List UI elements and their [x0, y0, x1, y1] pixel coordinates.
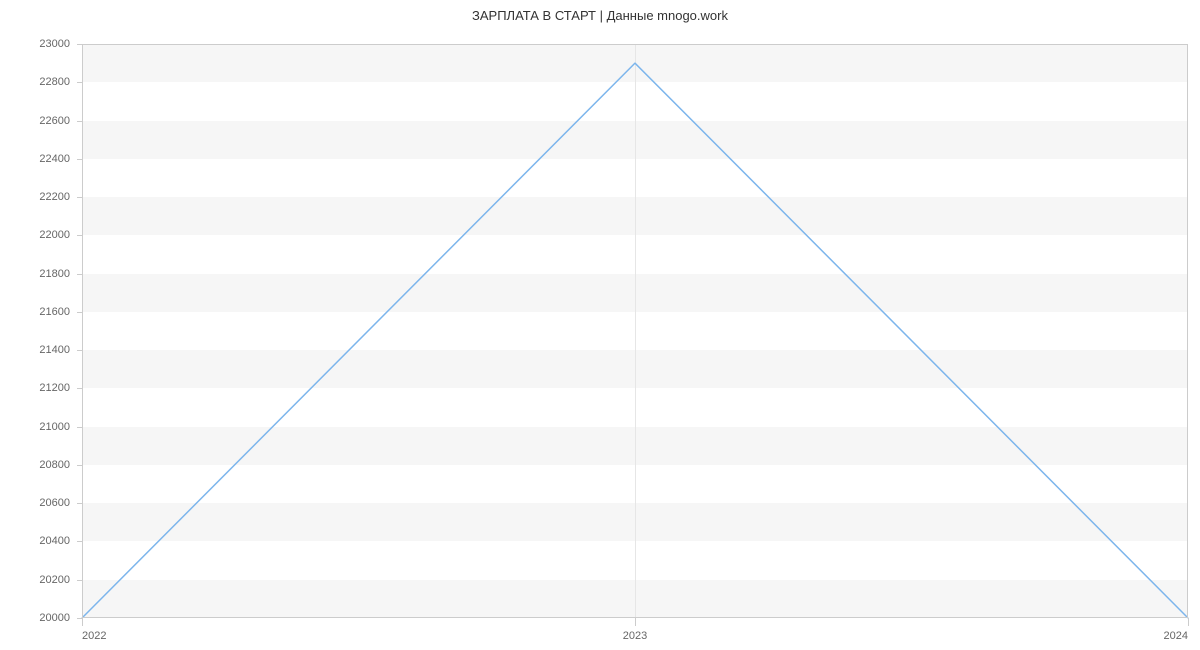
- y-axis-tick-label: 22000: [39, 229, 70, 241]
- line-series: [82, 44, 1188, 618]
- y-axis-tick-label: 22200: [39, 191, 70, 203]
- x-axis-tick-label: 2022: [82, 630, 106, 642]
- chart-title: ЗАРПЛАТА В СТАРТ | Данные mnogo.work: [0, 8, 1200, 23]
- y-axis-tick-label: 22600: [39, 115, 70, 127]
- y-axis-tick-label: 20200: [39, 574, 70, 586]
- x-axis-tick-mark: [635, 618, 636, 626]
- y-axis-tick-label: 20400: [39, 535, 70, 547]
- y-axis-tick-mark: [77, 159, 82, 160]
- y-axis-tick-mark: [77, 580, 82, 581]
- x-axis-tick-mark: [1188, 618, 1189, 626]
- y-axis-tick-mark: [77, 465, 82, 466]
- y-axis-tick-label: 20000: [39, 612, 70, 624]
- y-axis-tick-mark: [77, 274, 82, 275]
- x-axis-tick-label: 2024: [1164, 630, 1188, 642]
- y-axis-tick-mark: [77, 197, 82, 198]
- y-axis-tick-label: 21000: [39, 421, 70, 433]
- y-axis-tick-label: 23000: [39, 38, 70, 50]
- y-axis-tick-label: 21400: [39, 344, 70, 356]
- salary-line-chart: ЗАРПЛАТА В СТАРТ | Данные mnogo.work 200…: [0, 0, 1200, 650]
- y-axis-tick-label: 22800: [39, 76, 70, 88]
- y-axis-tick-label: 22400: [39, 153, 70, 165]
- y-axis-tick-mark: [77, 235, 82, 236]
- y-axis-tick-mark: [77, 503, 82, 504]
- y-axis-tick-mark: [77, 44, 82, 45]
- y-axis-tick-label: 21800: [39, 268, 70, 280]
- x-axis-tick-mark: [82, 618, 83, 626]
- y-axis-tick-mark: [77, 312, 82, 313]
- plot-area: [82, 44, 1188, 618]
- y-axis-tick-label: 21600: [39, 306, 70, 318]
- y-axis-tick-mark: [77, 427, 82, 428]
- y-axis-tick-mark: [77, 121, 82, 122]
- x-axis-tick-label: 2023: [623, 630, 647, 642]
- y-axis-tick-mark: [77, 82, 82, 83]
- y-axis-tick-label: 20800: [39, 459, 70, 471]
- y-axis-tick-mark: [77, 388, 82, 389]
- y-axis-tick-label: 20600: [39, 497, 70, 509]
- y-axis-tick-mark: [77, 350, 82, 351]
- y-axis-tick-mark: [77, 541, 82, 542]
- y-axis-tick-label: 21200: [39, 382, 70, 394]
- series-line: [82, 63, 1188, 618]
